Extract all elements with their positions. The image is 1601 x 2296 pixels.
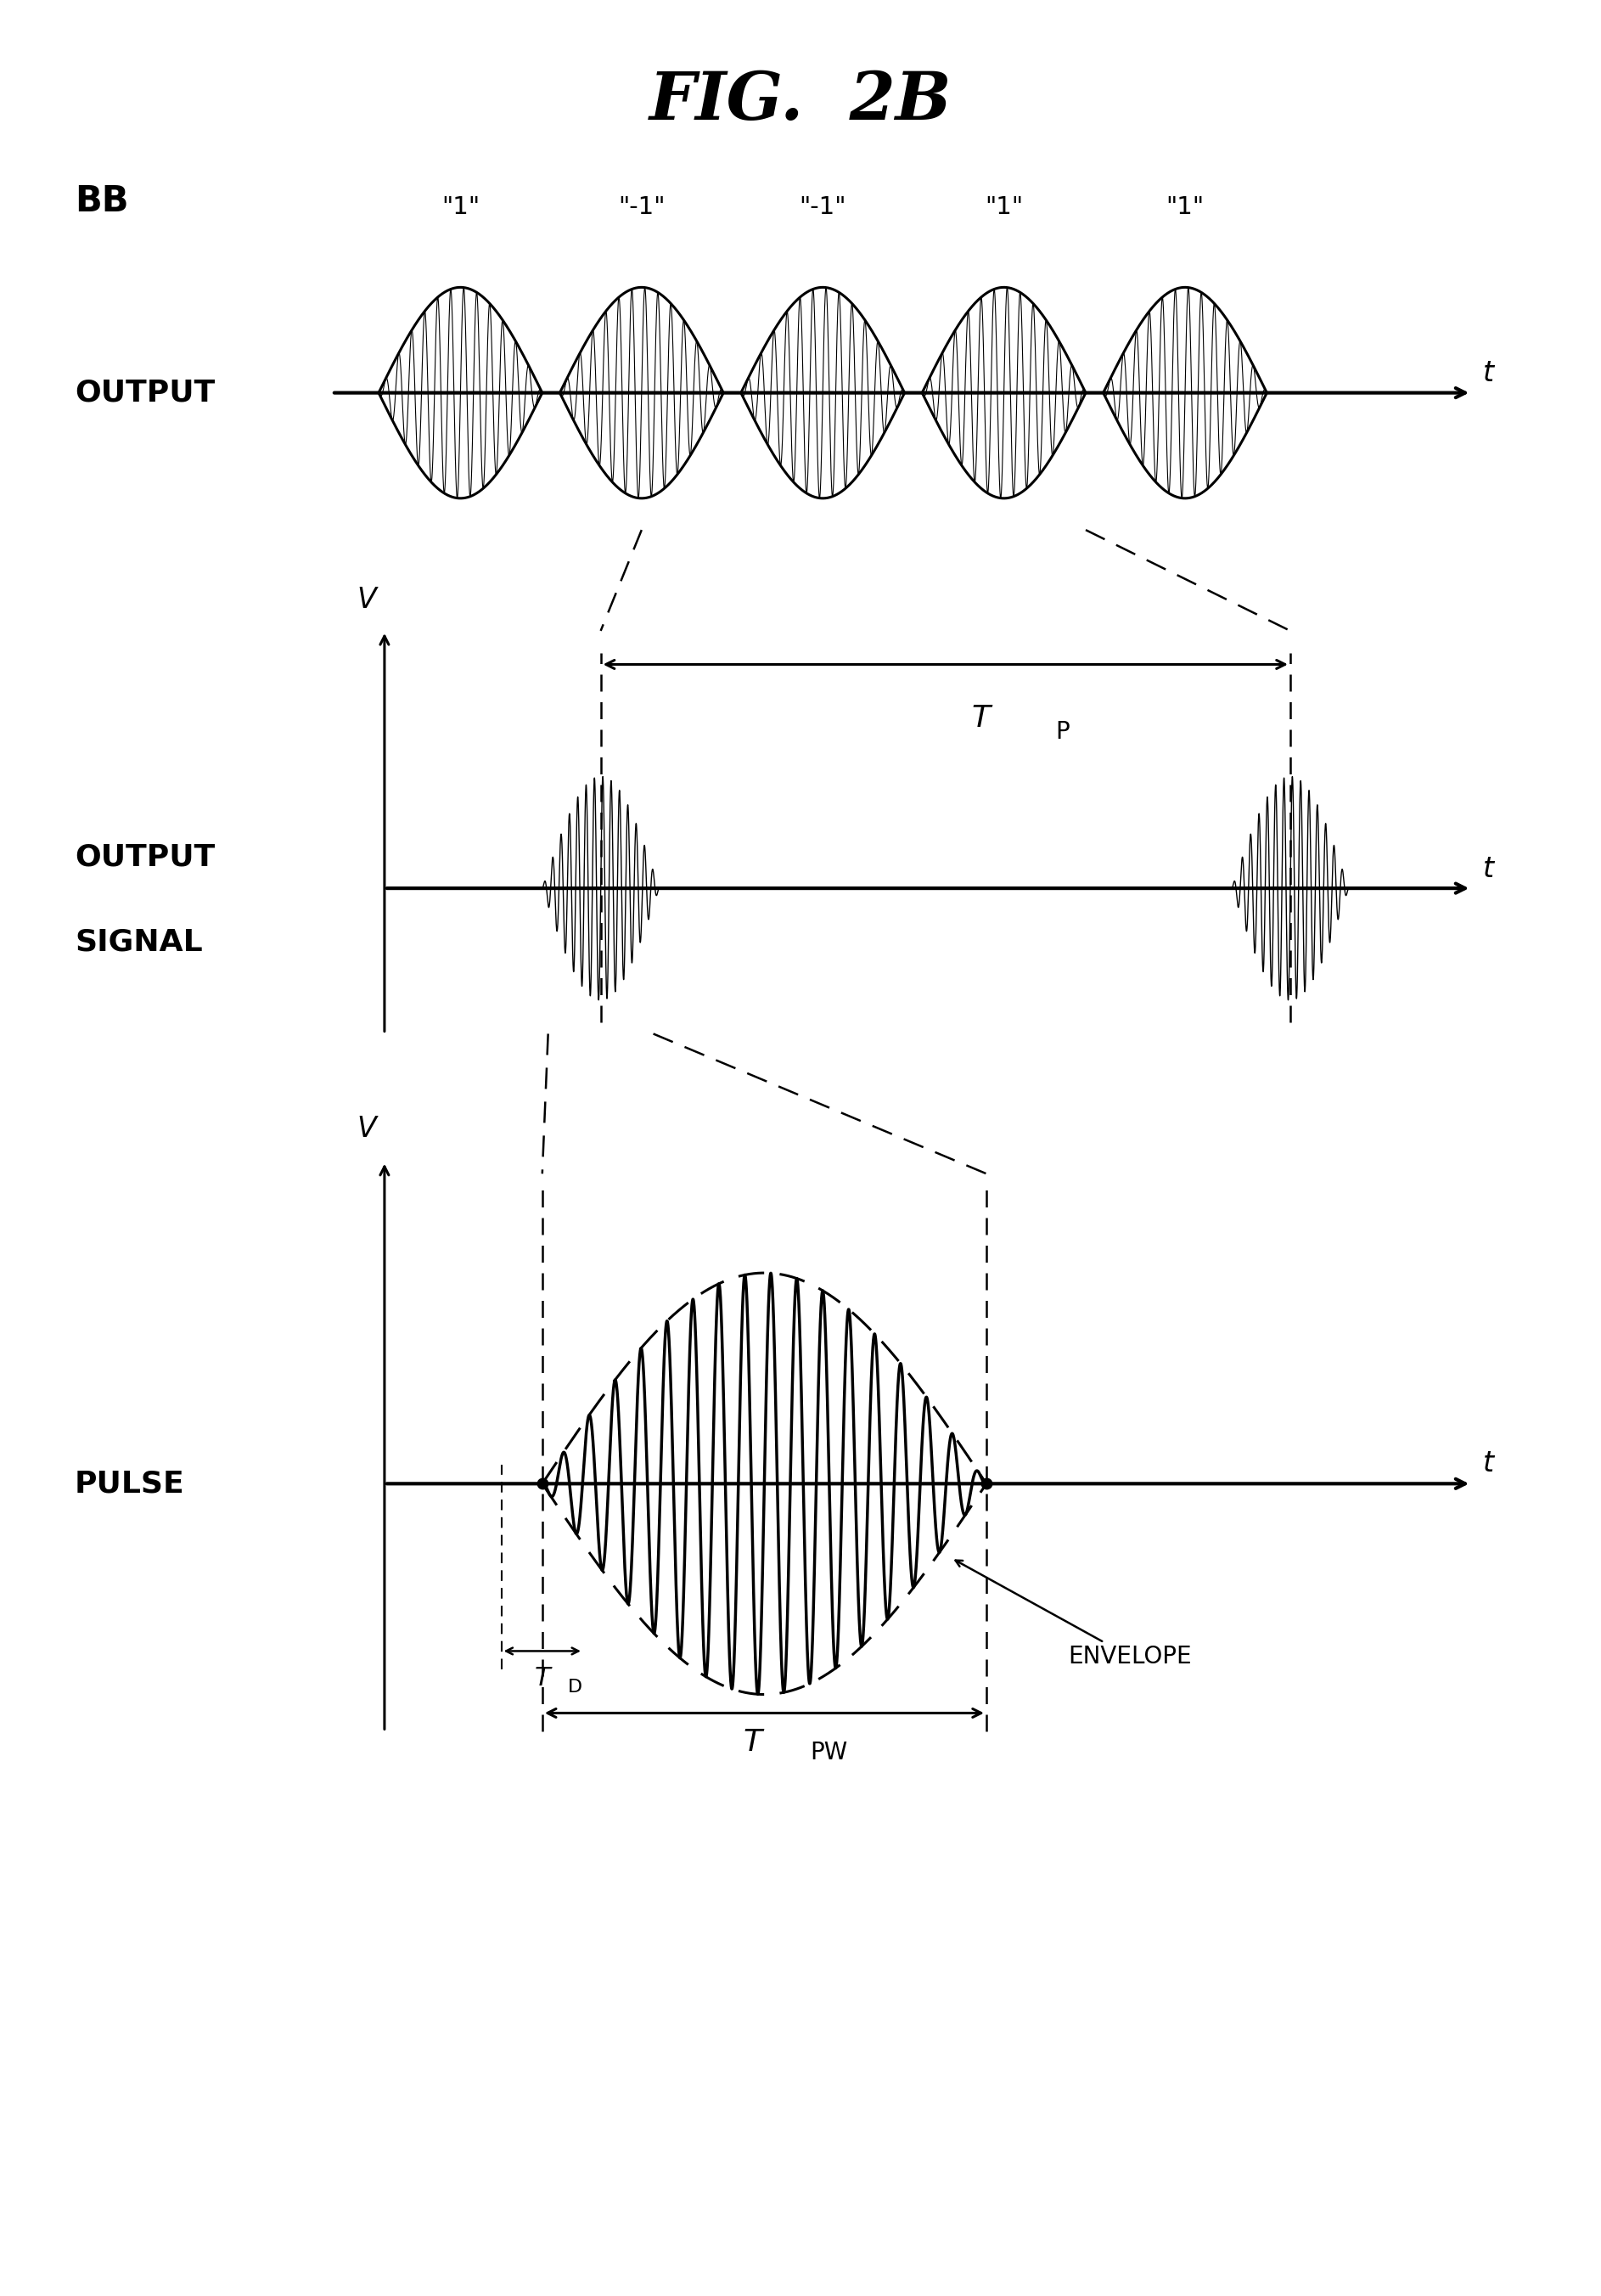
- Text: D: D: [568, 1678, 583, 1694]
- Text: PW: PW: [810, 1740, 847, 1763]
- Text: V: V: [357, 1114, 376, 1143]
- Text: t: t: [1483, 1449, 1494, 1479]
- Text: "1": "1": [985, 195, 1023, 218]
- Text: FIG.  2B: FIG. 2B: [648, 69, 953, 133]
- Text: "1": "1": [442, 195, 480, 218]
- Text: "-1": "-1": [799, 195, 847, 218]
- Text: "1": "1": [1166, 195, 1204, 218]
- Text: P: P: [1055, 721, 1069, 744]
- Text: OUTPUT: OUTPUT: [75, 843, 215, 872]
- Text: OUTPUT: OUTPUT: [75, 379, 215, 406]
- Text: BB: BB: [75, 184, 128, 218]
- Text: t: t: [1483, 360, 1494, 388]
- Text: T: T: [535, 1667, 551, 1690]
- Text: T: T: [972, 703, 989, 732]
- Text: t: t: [1483, 854, 1494, 882]
- Text: T: T: [743, 1729, 762, 1756]
- Text: PULSE: PULSE: [75, 1469, 184, 1497]
- Text: "-1": "-1": [618, 195, 664, 218]
- Text: V: V: [357, 585, 376, 613]
- Text: ENVELOPE: ENVELOPE: [956, 1561, 1191, 1669]
- Text: SIGNAL: SIGNAL: [75, 928, 203, 957]
